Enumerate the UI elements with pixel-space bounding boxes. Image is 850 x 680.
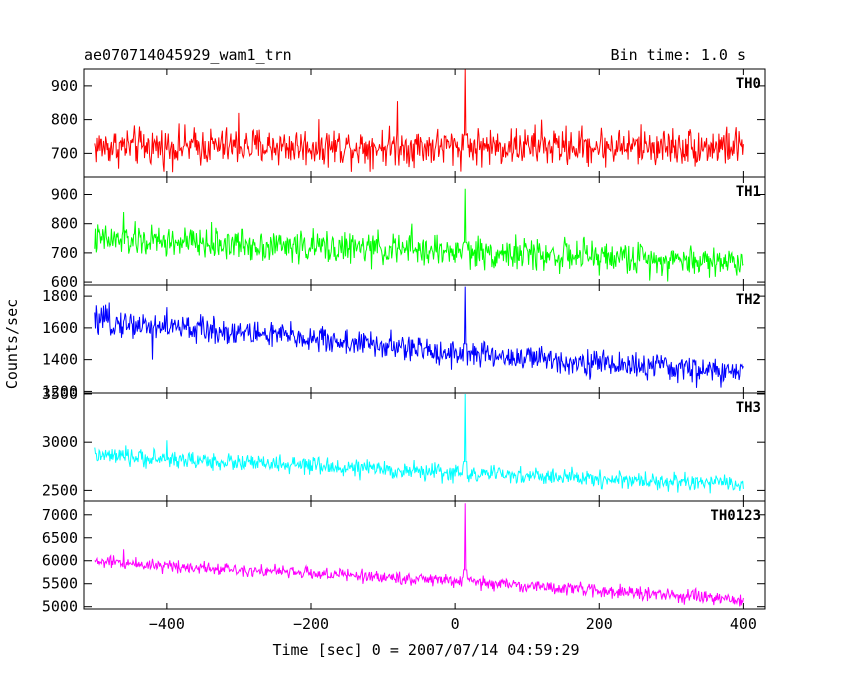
bin-time-label: Bin time: 1.0 s bbox=[611, 46, 746, 64]
y-tick-label: 6500 bbox=[42, 529, 78, 547]
series-th2 bbox=[94, 286, 744, 388]
y-tick-label: 900 bbox=[51, 186, 78, 204]
x-tick-label: 400 bbox=[730, 615, 757, 633]
panel-label: TH3 bbox=[736, 400, 761, 416]
panel-frame bbox=[83, 68, 766, 178]
plot-title: ae070714045929_wam1_trn bbox=[84, 46, 292, 64]
series-th0123 bbox=[94, 503, 744, 607]
y-tick-label: 6000 bbox=[42, 552, 78, 570]
y-tick-label: 1600 bbox=[42, 319, 78, 337]
series-th0 bbox=[94, 69, 744, 173]
y-tick-label: 5000 bbox=[42, 598, 78, 616]
x-tick-label: 0 bbox=[451, 615, 460, 633]
panel-th0: 700 800 900 TH0 bbox=[51, 68, 766, 178]
y-tick-label: 700 bbox=[51, 244, 78, 262]
panel-th2: 1200 1400 1600 1800 TH2 bbox=[42, 284, 766, 400]
y-tick-label: 800 bbox=[51, 111, 78, 129]
y-tick-label: 600 bbox=[51, 273, 78, 291]
y-tick-label: 3500 bbox=[42, 385, 78, 403]
y-tick-label: 900 bbox=[51, 77, 78, 95]
panel-label: TH0 bbox=[736, 76, 761, 92]
panel-label: TH2 bbox=[736, 292, 761, 308]
y-tick-label: 1800 bbox=[42, 287, 78, 305]
y-tick-label: 3000 bbox=[42, 433, 78, 451]
x-axis: −400 −200 0 200 400 bbox=[149, 615, 757, 633]
series-th3 bbox=[94, 393, 744, 494]
y-tick-label: 7000 bbox=[42, 506, 78, 524]
x-tick-label: −200 bbox=[293, 615, 329, 633]
panel-frame bbox=[83, 284, 766, 394]
panel-th1: 600 700 800 900 TH1 bbox=[51, 176, 766, 291]
y-axis-label: Counts/sec bbox=[3, 299, 21, 389]
series-th1 bbox=[94, 188, 744, 282]
panel-th3: 2500 3000 3500 TH3 bbox=[42, 385, 766, 502]
y-tick-label: 5500 bbox=[42, 575, 78, 593]
panel-label: TH1 bbox=[736, 184, 761, 200]
y-tick-label: 1400 bbox=[42, 351, 78, 369]
x-tick-label: 200 bbox=[586, 615, 613, 633]
panel-th0123: 5000 5500 6000 6500 7000 TH0123 bbox=[42, 500, 766, 616]
x-axis-label: Time [sec] 0 = 2007/07/14 04:59:29 bbox=[272, 641, 579, 659]
panel-frame bbox=[83, 500, 766, 610]
y-tick-label: 2500 bbox=[42, 481, 78, 499]
y-tick-label: 700 bbox=[51, 144, 78, 162]
y-tick-label: 800 bbox=[51, 215, 78, 233]
panel-label: TH0123 bbox=[710, 508, 761, 524]
x-tick-label: −400 bbox=[149, 615, 185, 633]
y-tick-label: 1200 bbox=[42, 382, 78, 400]
